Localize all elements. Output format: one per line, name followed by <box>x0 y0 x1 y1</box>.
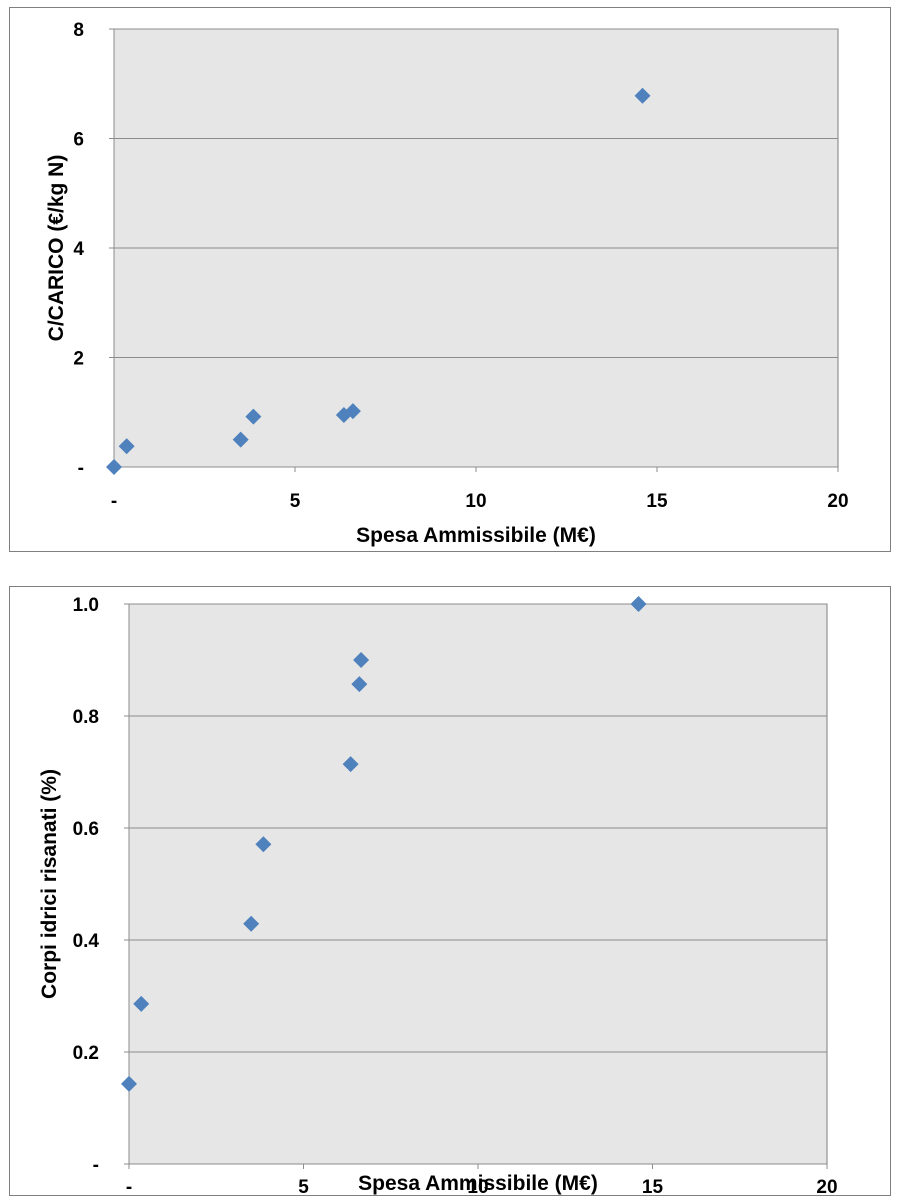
x-tick-labels: - 5 10 15 20 <box>111 491 849 512</box>
data-point <box>232 431 249 448</box>
y-tick-label: 4 <box>73 239 84 260</box>
x-tick-labels: - 5 10 15 20 <box>126 1177 838 1195</box>
data-point <box>351 676 368 693</box>
scatter-plot-cost-per-load: - 2 4 6 8 - 5 10 15 20 Spesa Ammissibile (M€) C/… <box>45 20 849 547</box>
x-tick-label: 20 <box>827 491 848 512</box>
chart-cost-per-load: - 2 4 6 8 - 5 10 15 20 Spesa Ammissibile (M€) C/… <box>9 7 891 552</box>
x-tick-label: - <box>111 491 117 512</box>
x-tick-label: 5 <box>298 1177 309 1195</box>
y-tick-label: - <box>78 458 84 479</box>
y-tick-label: 0.2 <box>73 1043 99 1064</box>
plot-area <box>128 603 828 1165</box>
x-tick-label: 10 <box>467 1177 488 1195</box>
y-tick-labels: - 0.2 0.4 0.6 0.8 1.0 <box>73 595 100 1176</box>
data-point <box>344 403 361 420</box>
x-tick-label: 20 <box>816 1177 837 1195</box>
data-point <box>118 438 135 455</box>
x-axis-title: Spesa Ammissibile (M€) <box>356 524 596 547</box>
data-point <box>106 459 122 475</box>
y-tick-label: 1.0 <box>73 595 99 616</box>
x-tick-label: 15 <box>642 1177 664 1195</box>
data-point <box>630 596 647 612</box>
x-tick-label: - <box>126 1177 132 1195</box>
data-point <box>634 87 651 104</box>
data-points <box>106 87 651 475</box>
y-axis-title: C/CARICO (€/kg N) <box>45 155 68 342</box>
y-tick-label: 2 <box>73 349 84 370</box>
y-tick-label: - <box>93 1155 99 1176</box>
data-point <box>353 652 370 668</box>
gridlines <box>129 603 827 1053</box>
data-point <box>243 915 260 932</box>
y-axis-title: Corpi idrici risanati (%) <box>38 769 61 999</box>
x-tick-label: 10 <box>465 491 486 512</box>
y-tick-label: 8 <box>73 20 84 41</box>
y-tick-labels: - 2 4 6 8 <box>73 20 84 479</box>
y-tick-label: 0.6 <box>73 819 99 840</box>
data-point <box>245 408 262 425</box>
scatter-plot-water-bodies: - 0.2 0.4 0.6 0.8 1.0 - 5 10 15 20 Spesa Ammissib… <box>38 595 838 1195</box>
x-tick-label: 15 <box>646 491 668 512</box>
data-point <box>133 995 150 1012</box>
x-tick-label: 5 <box>290 491 301 512</box>
axes <box>124 603 828 1169</box>
chart-water-bodies-restored: - 0.2 0.4 0.6 0.8 1.0 - 5 10 15 20 Spesa Ammissib… <box>9 586 891 1196</box>
data-point <box>121 1075 137 1092</box>
y-tick-label: 0.8 <box>73 707 99 728</box>
y-tick-label: 6 <box>73 130 84 151</box>
y-tick-label: 0.4 <box>73 931 100 952</box>
data-point <box>342 756 359 773</box>
gridlines <box>114 28 838 358</box>
x-axis-title: Spesa Ammissibile (M€) <box>358 1172 598 1195</box>
